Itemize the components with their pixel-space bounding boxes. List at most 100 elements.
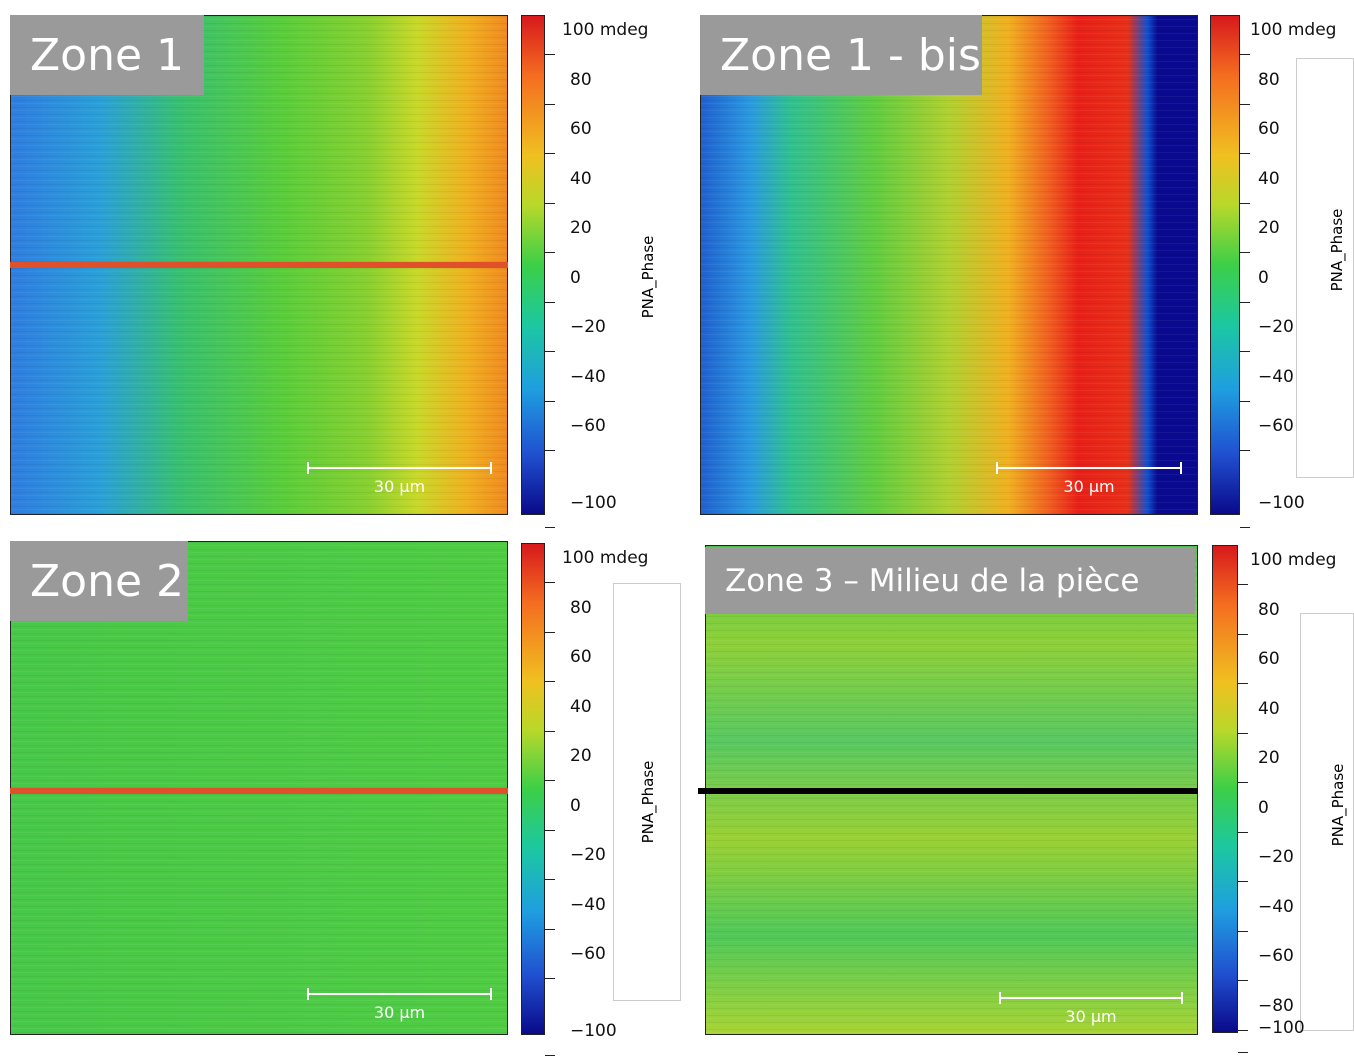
colorbar-tick-label: −20 (1258, 317, 1294, 337)
colorbar-tick-label: −60 (1258, 416, 1294, 436)
colorbar-tick-label: 60 (1258, 119, 1280, 139)
colorbar-tick (1240, 252, 1250, 253)
colorbar-tick-label: −60 (570, 944, 606, 964)
colorbar-tick-label: 0 (570, 795, 581, 816)
colorbar-tick-label: 60 (570, 119, 592, 139)
colorbar-tick (545, 681, 555, 682)
colorbar-tick-label: 80 (570, 69, 592, 90)
colorbar-tick (545, 829, 555, 831)
colorbar-tick-label: 0 (1258, 267, 1269, 288)
colorbar-tick-label: −60 (570, 416, 606, 436)
scale-bar-label: 30 µm (1065, 1007, 1117, 1026)
colorbar-tick (1238, 683, 1248, 684)
colorbar-tick-label: −40 (570, 894, 606, 915)
colorbar-tick (1238, 881, 1248, 882)
scale-bar-label: 30 µm (373, 477, 426, 496)
colorbar-tick-label: 80 (1258, 69, 1280, 90)
colorbar-tick (545, 730, 555, 732)
colorbar-tick (545, 879, 555, 880)
colorbar-tick (545, 103, 555, 105)
colorbar-tick (1238, 633, 1248, 635)
colorbar-tick-label: −60 (1258, 946, 1294, 966)
profile-line (10, 788, 508, 794)
colorbar-tick (545, 252, 555, 253)
texture (701, 16, 1197, 514)
colorbar-title: PNA_Phase (639, 760, 657, 844)
scale-bar (996, 462, 1182, 474)
colorbar-tick-label: 20 (570, 218, 592, 238)
colorbar-tick (1238, 732, 1248, 734)
colorbar-tick-label: −100 (1258, 1018, 1305, 1038)
colorbar-tick (1238, 584, 1248, 585)
colorbar-tick (545, 928, 555, 930)
colorbar-tick (545, 450, 555, 451)
colorbar-title: PNA_Phase (639, 235, 657, 319)
colorbar-tick-label: −100 (570, 493, 617, 513)
colorbar-tick (545, 780, 555, 781)
colorbar-tick (1240, 301, 1250, 303)
label-box (1296, 58, 1354, 478)
zone-label: Zone 1 (10, 15, 204, 95)
colorbar-tick-label: 100 mdeg (562, 20, 649, 40)
colorbar-tick-label: −20 (1258, 847, 1294, 867)
colorbar-tick (1238, 831, 1248, 833)
colorbar-tick-label: −80 (1258, 995, 1294, 1016)
colorbar-tick (1240, 351, 1250, 352)
scale-bar-label: 30 µm (1063, 477, 1115, 496)
colorbar-tick (1240, 450, 1250, 451)
colorbar-tick (545, 202, 555, 204)
colorbar-tick-label: −20 (570, 845, 606, 865)
colorbar-tick-label: 60 (570, 647, 592, 667)
colorbar-tick-label: 40 (570, 168, 592, 189)
zone-label: Zone 1 - bis (700, 15, 982, 95)
colorbar-tick-label: 40 (1258, 168, 1280, 189)
colorbar-tick-label: 100 mdeg (1250, 550, 1337, 570)
colorbar-tick-label: 40 (570, 696, 592, 717)
colorbar-tick-label: 40 (1258, 698, 1280, 719)
colorbar-tick-label: 20 (570, 746, 592, 766)
colorbar-tick-label: 80 (570, 597, 592, 618)
colorbar-tick (1238, 930, 1248, 932)
label-box (613, 583, 681, 1001)
colorbar-tick-label: −100 (570, 1021, 617, 1041)
colorbar (1212, 545, 1238, 1033)
colorbar-tick-label: 0 (1258, 797, 1269, 818)
colorbar (521, 15, 545, 515)
colorbar-tick (545, 153, 555, 154)
scale-bar (307, 988, 492, 1000)
colorbar-tick (545, 301, 555, 303)
colorbar-tick (545, 400, 555, 402)
colorbar-tick-label: 80 (1258, 599, 1280, 620)
colorbar-tick (1240, 153, 1250, 154)
colorbar-tick (1240, 103, 1250, 105)
colorbar-tick (545, 54, 555, 55)
scale-bar (999, 992, 1183, 1004)
profile-line (10, 262, 508, 268)
afm-image (700, 15, 1198, 515)
scale-bar (307, 462, 492, 474)
colorbar-tick-label: 100 mdeg (1250, 20, 1337, 40)
zone-label: Zone 2 (10, 541, 188, 621)
colorbar-tick-label: −40 (1258, 896, 1294, 917)
colorbar-tick (1238, 1029, 1248, 1031)
colorbar-tick-label: −40 (570, 366, 606, 387)
colorbar-tick (1240, 202, 1250, 204)
colorbar-tick (1238, 1052, 1248, 1053)
label-box (1300, 613, 1354, 1031)
colorbar-tick-label: −100 (1258, 493, 1305, 513)
colorbar-title: PNA_Phase (1328, 208, 1346, 292)
colorbar-tick-label: −20 (570, 317, 606, 337)
colorbar-tick-label: 0 (570, 267, 581, 288)
colorbar-tick (545, 582, 555, 583)
scale-bar-label: 30 µm (373, 1003, 426, 1022)
colorbar-tick (1240, 527, 1250, 528)
colorbar-tick (545, 351, 555, 352)
colorbar (1210, 15, 1240, 515)
colorbar-tick-label: 20 (1258, 748, 1280, 768)
colorbar-tick-label: 20 (1258, 218, 1280, 238)
colorbar-tick (545, 527, 555, 528)
colorbar-tick (1240, 400, 1250, 402)
colorbar-tick (1238, 782, 1248, 783)
colorbar (521, 543, 545, 1035)
